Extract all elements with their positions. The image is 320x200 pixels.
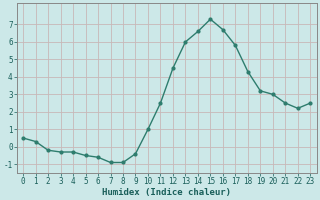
X-axis label: Humidex (Indice chaleur): Humidex (Indice chaleur) bbox=[102, 188, 231, 197]
